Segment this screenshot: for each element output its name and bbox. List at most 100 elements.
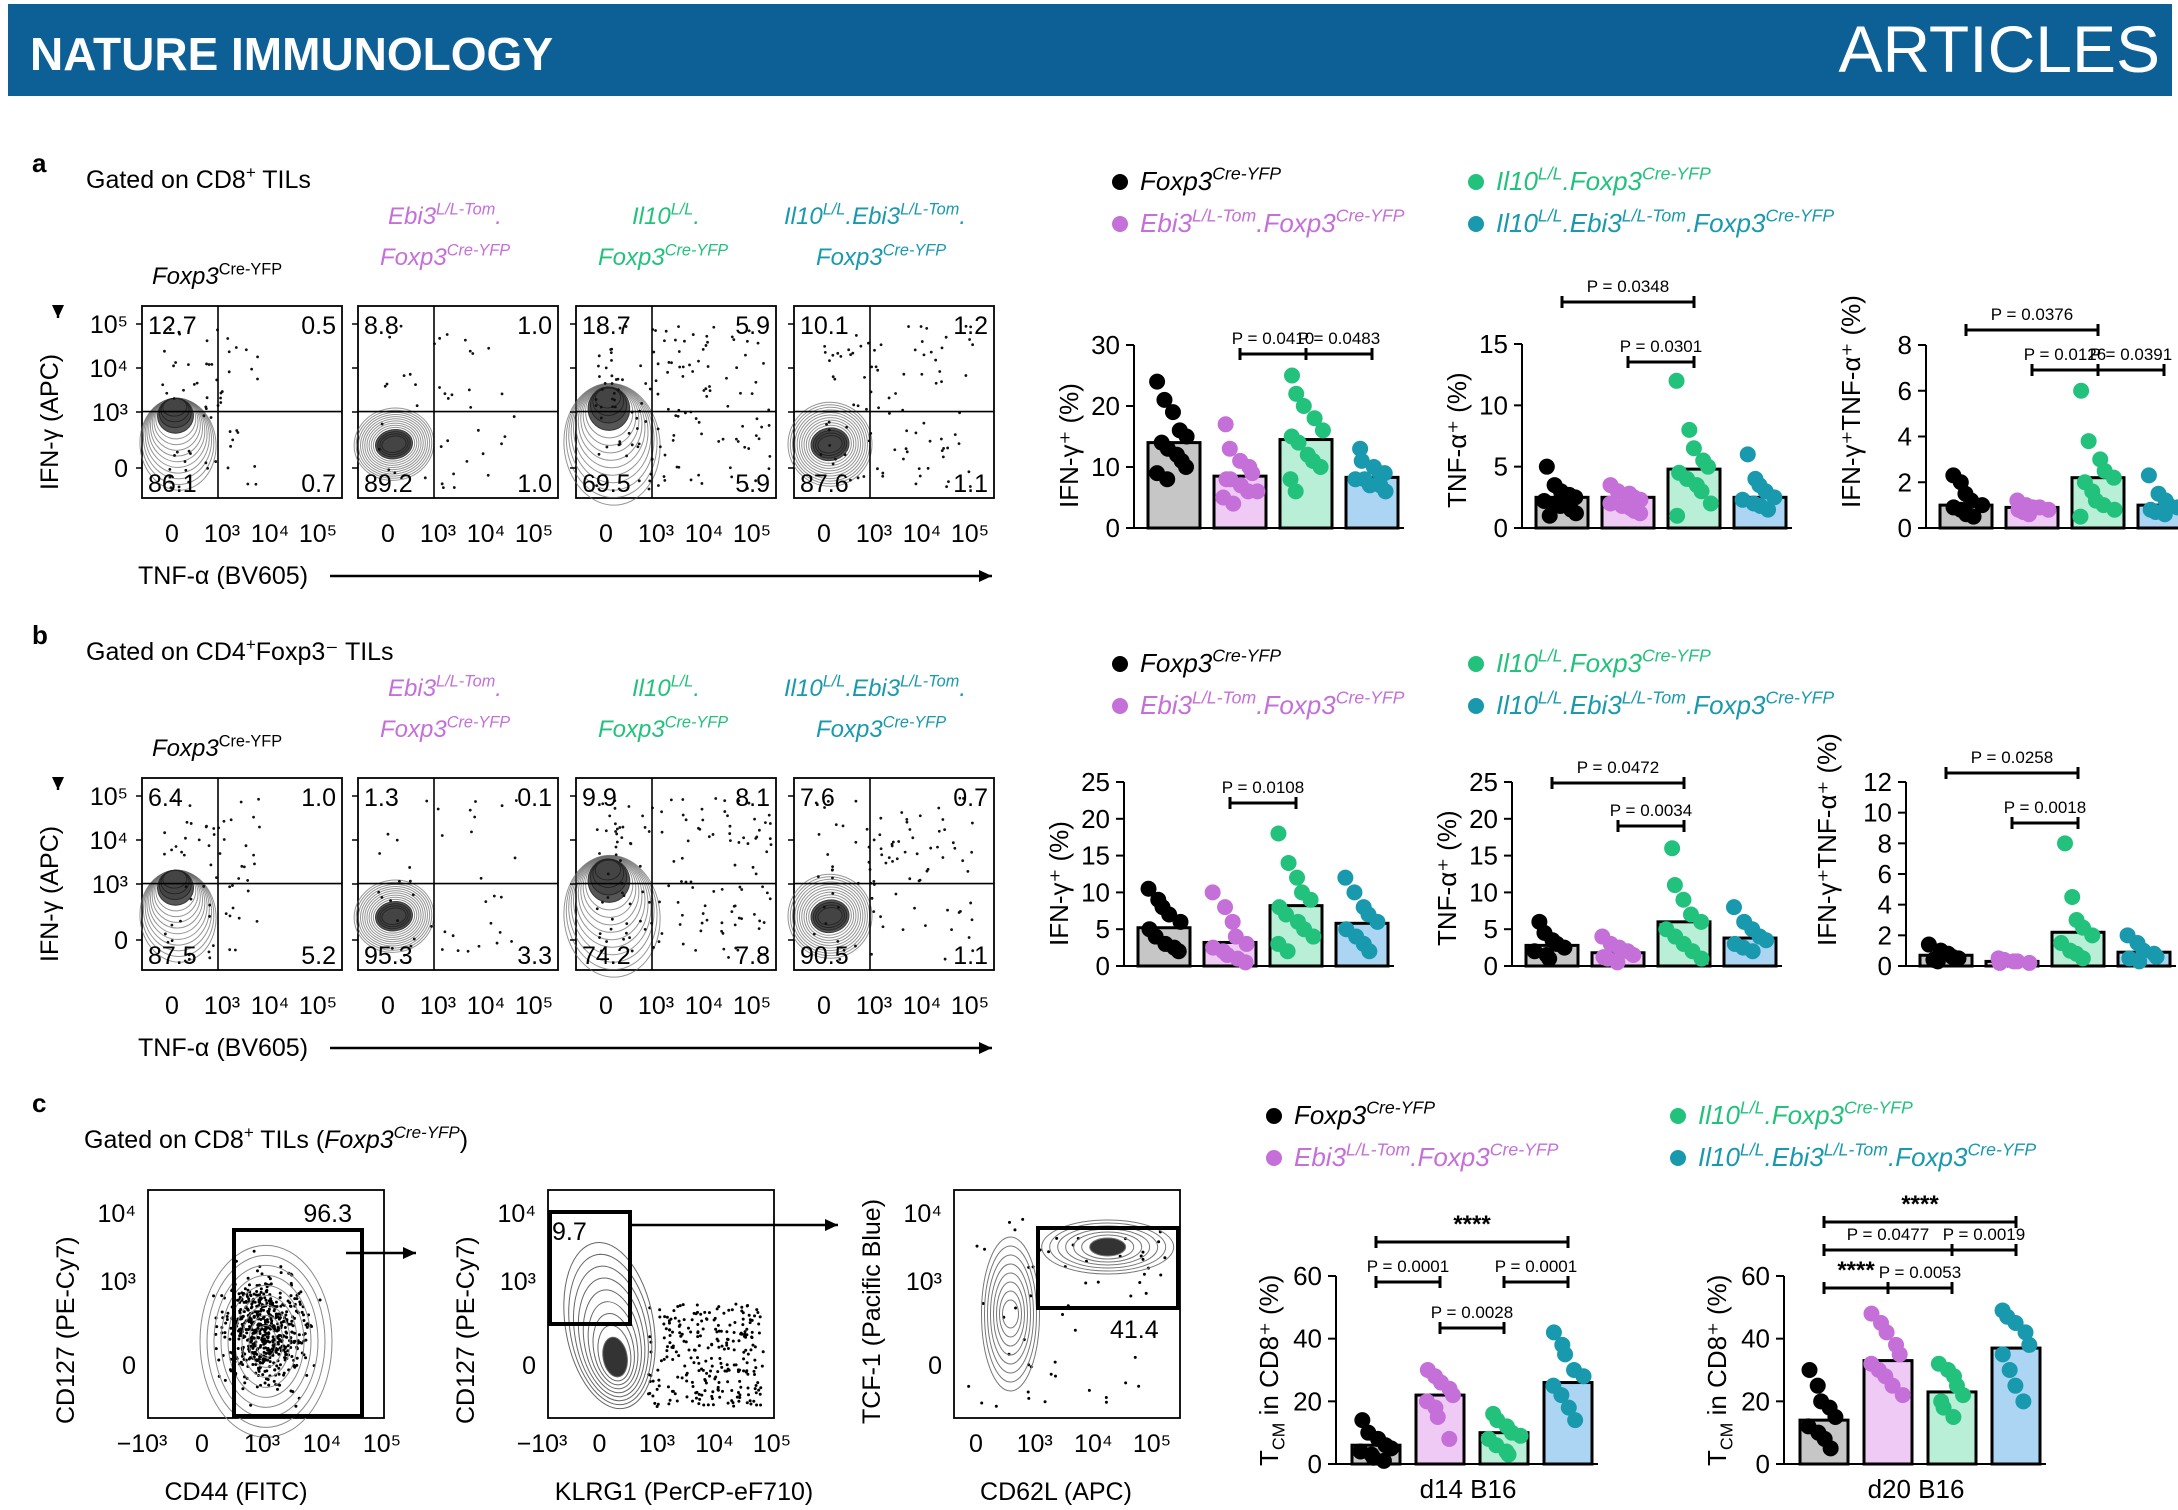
- event-dot: [701, 818, 705, 822]
- event-dot: [890, 842, 894, 846]
- event-dot: [727, 1308, 731, 1312]
- event-dot: [414, 383, 417, 387]
- event-dot: [247, 1357, 251, 1361]
- event-dot: [630, 443, 634, 447]
- event-dot: [900, 811, 904, 814]
- event-dot: [386, 832, 390, 836]
- event-dot: [715, 1307, 719, 1311]
- event-dot: [694, 1391, 698, 1395]
- contour: [787, 873, 873, 959]
- event-dot: [220, 1294, 224, 1298]
- y-tick-label: 6: [1878, 859, 1892, 889]
- quadrant-lr: 0.7: [301, 470, 336, 498]
- event-dot: [170, 848, 173, 852]
- event-dot: [614, 378, 618, 381]
- event-dot: [876, 467, 879, 471]
- event-dot: [174, 845, 178, 848]
- text-run: .: [693, 203, 700, 230]
- event-dot: [730, 1308, 734, 1312]
- text-run: Ebi3: [852, 203, 901, 230]
- event-dot: [758, 919, 762, 923]
- event-dot: [300, 1310, 304, 1314]
- contour: [370, 424, 418, 464]
- data-point: [1224, 913, 1241, 930]
- event-dot: [961, 859, 965, 863]
- legend-entry: Il10L/L.Ebi3L/L-Tom.Foxp3Cre-YFP: [1698, 1140, 2036, 1172]
- event-dot: [1084, 1281, 1088, 1285]
- event-dot: [994, 1404, 998, 1408]
- event-dot: [648, 1335, 652, 1339]
- event-dot: [725, 1369, 729, 1373]
- event-dot: [451, 934, 455, 938]
- event-dot: [753, 1358, 757, 1362]
- event-dot: [624, 325, 628, 328]
- event-dot: [735, 366, 739, 370]
- y-axis-title: CD127 (PE-Cy7): [452, 1236, 480, 1424]
- arrow-head: [979, 570, 992, 582]
- event-dot: [226, 466, 230, 470]
- event-dot: [165, 391, 169, 395]
- text-run: Ebi3: [1294, 1142, 1347, 1172]
- event-dot: [636, 445, 640, 449]
- event-dot: [733, 863, 737, 867]
- event-dot: [1133, 1355, 1137, 1359]
- event-dot: [618, 326, 622, 330]
- event-dot: [177, 330, 181, 334]
- event-dot: [833, 377, 837, 381]
- data-point: [1149, 373, 1166, 390]
- event-dot: [941, 818, 945, 821]
- text-run: L/L: [1538, 646, 1563, 666]
- text-run: Ebi3: [852, 675, 901, 702]
- event-dot: [904, 447, 908, 451]
- event-dot: [610, 917, 614, 921]
- event-dot: [215, 876, 218, 880]
- text-run: .: [959, 203, 966, 230]
- data-point: [1287, 483, 1304, 500]
- quadrant-ll: 74.2: [582, 942, 631, 970]
- text-run: L/L: [671, 672, 694, 690]
- quadrant-ul: 12.7: [148, 312, 197, 340]
- event-dot: [658, 1315, 662, 1319]
- data-point: [1500, 1446, 1517, 1463]
- event-dot: [618, 442, 622, 446]
- x-tick-label: 10⁵: [733, 520, 771, 548]
- x-tick-label: 10³: [420, 992, 456, 1020]
- event-dot: [192, 382, 196, 386]
- event-dot: [1144, 1291, 1148, 1295]
- data-point: [1290, 434, 1307, 451]
- event-dot: [662, 475, 666, 478]
- event-dot: [389, 899, 392, 902]
- event-dot: [1013, 1228, 1017, 1232]
- event-dot: [934, 381, 938, 385]
- genotype-label-2: Ebi3L/L-Tom.: [388, 200, 502, 230]
- event-dot: [703, 1310, 707, 1314]
- x-tick-label: 10⁴: [303, 1430, 342, 1458]
- event-dot: [1007, 1220, 1011, 1224]
- event-dot: [651, 1394, 655, 1398]
- legend-entry: Foxp3Cre-YFP: [1140, 646, 1281, 678]
- event-dot: [913, 348, 917, 352]
- event-dot: [730, 1388, 734, 1392]
- event-dot: [500, 442, 503, 446]
- event-dot: [613, 398, 616, 402]
- event-dot: [1142, 1272, 1146, 1276]
- event-dot: [290, 1330, 294, 1334]
- event-dot: [254, 482, 258, 486]
- data-point: [1945, 1409, 1962, 1425]
- event-dot: [208, 903, 212, 907]
- event-dot: [640, 401, 644, 405]
- event-dot: [878, 833, 882, 837]
- text-run: L/L-Tom: [1192, 688, 1256, 708]
- event-dot: [635, 427, 639, 430]
- event-dot: [671, 1358, 675, 1362]
- data-point: [1288, 385, 1305, 402]
- event-dot: [1021, 1217, 1025, 1221]
- event-dot: [711, 833, 715, 836]
- legend-marker: [1112, 174, 1128, 190]
- event-dot: [279, 1321, 283, 1325]
- text-run: Cre-YFP: [665, 241, 729, 259]
- event-dot: [258, 1345, 262, 1349]
- event-dot: [843, 453, 847, 457]
- text-run: Ebi3: [1772, 1142, 1825, 1172]
